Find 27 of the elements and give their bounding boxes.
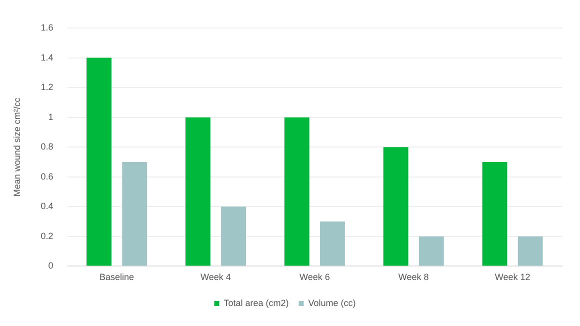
y-tick-label: 0 xyxy=(48,260,54,271)
bar xyxy=(383,147,408,266)
x-tick-label: Week 8 xyxy=(398,272,429,282)
legend-label: Volume (cc) xyxy=(308,298,356,308)
bar xyxy=(185,117,210,266)
y-axis-title: Mean wound size cm²/cc xyxy=(12,97,22,197)
y-tick-label: 0.4 xyxy=(40,201,54,212)
x-tick-label: Week 4 xyxy=(200,272,231,282)
bar xyxy=(320,222,345,266)
bar xyxy=(482,162,508,266)
x-tick-label: Baseline xyxy=(100,272,134,282)
y-tick-label: 1.6 xyxy=(40,22,54,32)
bar xyxy=(418,236,444,266)
x-tick-label: Week 6 xyxy=(299,272,330,282)
bar xyxy=(122,162,148,266)
y-tick-label: 1.4 xyxy=(40,52,54,62)
y-tick-label: 0.2 xyxy=(40,230,54,241)
y-tick-label: 0.6 xyxy=(40,171,54,182)
y-tick-label: 0.8 xyxy=(40,142,54,152)
y-tick-label: 1.2 xyxy=(40,82,54,92)
bar xyxy=(86,58,112,266)
bar xyxy=(284,117,310,266)
bar xyxy=(518,236,543,266)
y-tick-label: 1 xyxy=(48,112,54,122)
bar xyxy=(221,206,246,266)
legend-label: Total area (cm2) xyxy=(224,298,289,308)
x-tick-label: Week 12 xyxy=(494,272,530,282)
